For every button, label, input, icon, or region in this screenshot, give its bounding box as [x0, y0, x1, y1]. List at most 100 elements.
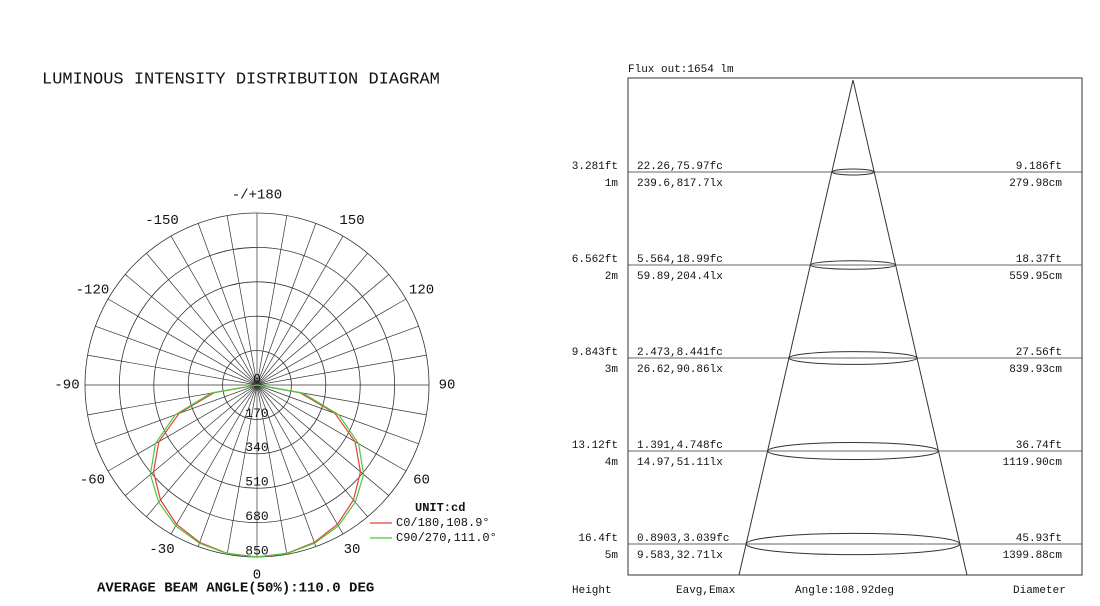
- flux: Flux out:1654 lm: [628, 64, 734, 76]
- radial-grid: [256, 253, 368, 386]
- unit: UNIT:cd: [415, 501, 465, 515]
- radial-grid: [146, 253, 258, 386]
- radial-grid: [256, 235, 344, 386]
- angle-tick-label: -60: [80, 473, 105, 489]
- r-tick-label: 340: [245, 440, 268, 455]
- cone-edge: [852, 79, 968, 576]
- angle-tick-label: -/+180: [232, 188, 282, 204]
- radial-grid: [107, 384, 258, 472]
- ring: [153, 281, 361, 489]
- e-fc: 5.564,18.99fc: [637, 254, 723, 266]
- cone-frame: [627, 77, 1083, 576]
- radial-grid: [226, 384, 258, 555]
- e-lx: 26.62,90.86lx: [637, 364, 723, 376]
- radial-grid: [256, 325, 419, 386]
- diam-cm: 279.98cm: [1009, 178, 1062, 190]
- height-m: 2m: [605, 271, 619, 283]
- e-fc: 22.26,75.97fc: [637, 161, 723, 173]
- diam-ft: 36.74ft: [1016, 440, 1062, 452]
- radial-grid: [107, 298, 258, 386]
- beam-ellipse: [809, 260, 897, 270]
- cone-footer: Height: [572, 585, 612, 597]
- angle-tick-label: -120: [76, 283, 110, 299]
- ring: [187, 315, 327, 455]
- height-m: 5m: [605, 550, 619, 562]
- angle-tick-label: 150: [339, 213, 364, 229]
- height-m: 1m: [605, 178, 619, 190]
- e-fc: 0.8903,3.039fc: [637, 533, 729, 545]
- cone-footer: Diameter: [1013, 585, 1066, 597]
- beam-ellipse: [831, 168, 875, 176]
- beam-ellipse: [767, 441, 939, 461]
- angle-tick-label: -150: [145, 213, 179, 229]
- height-m: 3m: [605, 364, 619, 376]
- radial-grid: [125, 384, 258, 496]
- diam-cm: 839.93cm: [1009, 364, 1062, 376]
- e-lx: 9.583,32.71lx: [637, 550, 723, 562]
- angle-tick-label: 30: [344, 542, 361, 558]
- height-ft: 6.562ft: [572, 254, 618, 266]
- angle-tick-label: 90: [439, 378, 456, 394]
- radial-grid: [256, 274, 389, 386]
- angle-tick-label: -90: [54, 378, 79, 394]
- diam-ft: 9.186ft: [1016, 161, 1062, 173]
- angle-tick-label: 120: [409, 283, 434, 299]
- title: LUMINOUS INTENSITY DISTRIBUTION DIAGRAM: [42, 70, 440, 89]
- r-tick-label: 680: [245, 509, 268, 524]
- r-tick-label: 850: [245, 543, 268, 558]
- radial-grid: [256, 384, 368, 517]
- radial-grid: [256, 354, 427, 386]
- angle-tick-label: -30: [149, 542, 174, 558]
- diam-ft: 45.93ft: [1016, 533, 1062, 545]
- cone-footer: Eavg,Emax: [676, 585, 736, 597]
- radial-grid: [197, 223, 258, 386]
- height-m: 4m: [605, 457, 619, 469]
- r-tick-label: 170: [245, 406, 268, 421]
- angle-tick-label: 0: [253, 568, 261, 584]
- e-lx: 59.89,204.4lx: [637, 271, 723, 283]
- radial-grid: [256, 298, 407, 386]
- radial-grid: [256, 384, 407, 472]
- r-tick-label: 0: [253, 371, 261, 386]
- beam-ellipse: [788, 351, 918, 365]
- radial-grid: [146, 384, 258, 517]
- angle-tick-label: 60: [413, 473, 430, 489]
- radial-grid: [170, 384, 258, 535]
- radial-grid: [256, 215, 288, 386]
- cone-footer: Angle:108.92deg: [795, 585, 894, 597]
- radial-grid: [226, 215, 258, 386]
- r-tick-label: 510: [245, 475, 268, 490]
- e-lx: 239.6,817.7lx: [637, 178, 723, 190]
- legend-label: C90/270,111.0°: [396, 531, 497, 545]
- radial-grid: [95, 325, 258, 386]
- radial-grid: [87, 354, 258, 386]
- height-ft: 9.843ft: [572, 347, 618, 359]
- height-ft: 16.4ft: [578, 533, 618, 545]
- height-ft: 13.12ft: [572, 440, 618, 452]
- e-fc: 1.391,4.748fc: [637, 440, 723, 452]
- e-lx: 14.97,51.11lx: [637, 457, 723, 469]
- radial-grid: [256, 384, 317, 547]
- radial-grid: [197, 384, 258, 547]
- diam-cm: 559.95cm: [1009, 271, 1062, 283]
- footer: AVERAGE BEAM ANGLE(50%):110.0 DEG: [97, 581, 374, 597]
- radial-grid: [256, 384, 288, 555]
- diam-cm: 1399.88cm: [1003, 550, 1063, 562]
- ring: [118, 246, 396, 524]
- radial-grid: [256, 384, 344, 535]
- radial-grid: [256, 384, 389, 496]
- ring: [222, 350, 292, 420]
- height-ft: 3.281ft: [572, 161, 618, 173]
- radial-grid: [256, 223, 317, 386]
- diam-ft: 27.56ft: [1016, 347, 1062, 359]
- intensity-curve: [149, 384, 365, 558]
- beam-ellipse: [745, 532, 961, 556]
- diam-ft: 18.37ft: [1016, 254, 1062, 266]
- e-fc: 2.473,8.441fc: [637, 347, 723, 359]
- legend-label: C0/180,108.9°: [396, 516, 490, 530]
- radial-grid: [170, 235, 258, 386]
- diam-cm: 1119.90cm: [1003, 457, 1063, 469]
- radial-grid: [125, 274, 258, 386]
- cone-edge: [738, 79, 854, 576]
